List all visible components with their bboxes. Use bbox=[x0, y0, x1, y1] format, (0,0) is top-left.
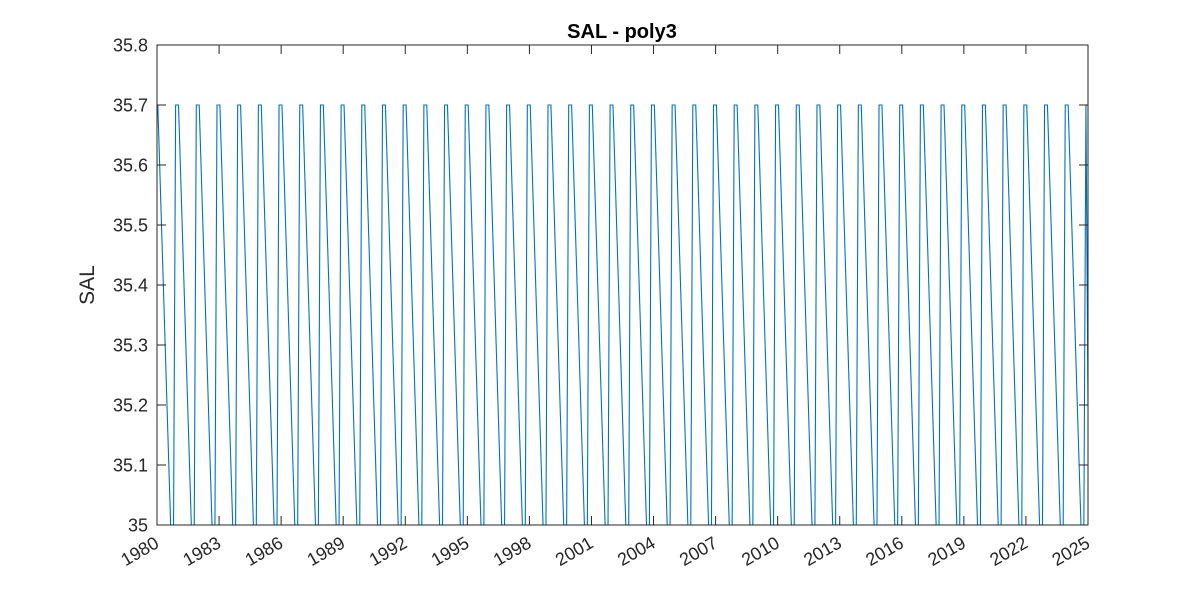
y-tick-label: 35.3 bbox=[113, 335, 148, 355]
y-tick-label: 35.8 bbox=[113, 35, 148, 55]
x-tick-label: 2019 bbox=[924, 533, 969, 570]
y-tick-label: 35.7 bbox=[113, 95, 148, 115]
x-tick-label: 2025 bbox=[1048, 533, 1093, 570]
x-tick-label: 1980 bbox=[117, 533, 162, 570]
x-tick-label: 1983 bbox=[180, 533, 225, 570]
x-tick-label: 2001 bbox=[552, 533, 597, 570]
x-tick-label: 2022 bbox=[986, 533, 1031, 570]
x-tick-label: 1989 bbox=[304, 533, 349, 570]
y-tick-label: 35.4 bbox=[113, 275, 148, 295]
x-tick-label: 2007 bbox=[676, 533, 721, 570]
x-tick-label: 2013 bbox=[800, 533, 845, 570]
y-tick-label: 35.1 bbox=[113, 455, 148, 475]
x-tick-label: 1998 bbox=[490, 533, 535, 570]
x-tick-label: 1995 bbox=[428, 533, 473, 570]
y-tick-label: 35 bbox=[128, 515, 148, 535]
chart-title: SAL - poly3 bbox=[567, 21, 677, 43]
y-axis-label: SAL bbox=[76, 265, 99, 305]
x-tick-label: 1992 bbox=[366, 533, 411, 570]
plot-area bbox=[157, 45, 1089, 526]
x-tick-label: 1986 bbox=[242, 533, 287, 570]
x-tick-label: 2010 bbox=[738, 533, 783, 570]
y-tick-label: 35.5 bbox=[113, 215, 148, 235]
x-tick-label: 2004 bbox=[614, 533, 659, 570]
y-tick-label: 35.2 bbox=[113, 395, 148, 415]
y-tick-label: 35.6 bbox=[113, 155, 148, 175]
x-tick-label: 2016 bbox=[862, 533, 907, 570]
plot-background bbox=[157, 45, 1088, 525]
